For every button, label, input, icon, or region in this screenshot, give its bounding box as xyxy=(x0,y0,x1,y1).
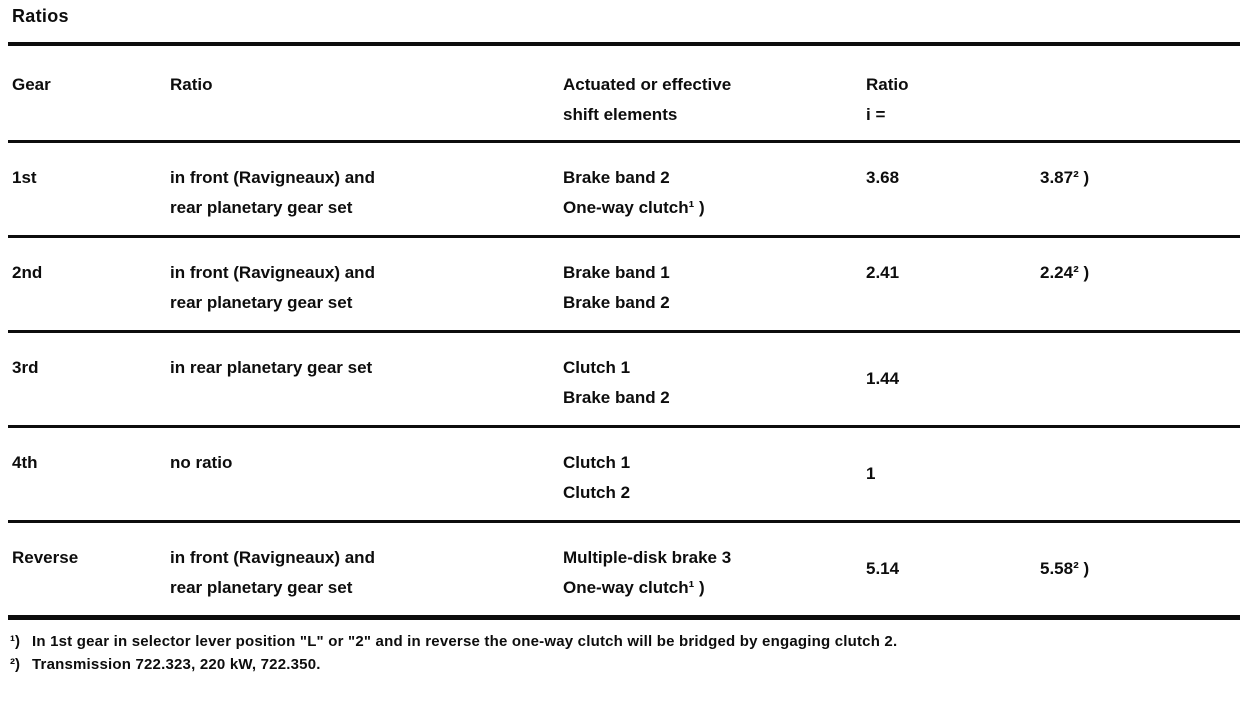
ratio-desc-cell: in front (Ravigneaux) and rear planetary… xyxy=(170,168,375,217)
header-gear-label: Gear xyxy=(12,75,51,94)
shift-elements-cell: Clutch 1 Brake band 2 xyxy=(563,358,670,407)
shift-elements-cell: Clutch 1 Clutch 2 xyxy=(563,453,631,502)
footnote-1: ¹) In 1st gear in selector lever positio… xyxy=(10,630,1240,653)
ratio-alt-cell: 5.58² ) xyxy=(1040,559,1090,578)
document-page: Ratios Gear Ratio Actuated or effective … xyxy=(8,6,1240,676)
footnote-2: ²) Transmission 722.323, 220 kW, 722.350… xyxy=(10,653,1240,676)
ratio-desc-cell: no ratio xyxy=(170,453,233,472)
shift-elements-cell: Multiple-disk brake 3 One-way clutch¹ ) xyxy=(563,548,732,597)
shift-elements-cell: Brake band 1 Brake band 2 xyxy=(563,263,670,312)
header-ratio-value-line2: i = xyxy=(866,105,886,124)
table-row-2nd: 2nd in front (Ravigneaux) and rear plane… xyxy=(8,235,1240,330)
header-ratio-desc-label: Ratio xyxy=(170,75,213,94)
bottom-rule xyxy=(8,615,1240,620)
gear-cell: 1st xyxy=(12,143,170,235)
header-shift-line1: Actuated or effective xyxy=(563,75,732,94)
ratio-desc-cell: in rear planetary gear set xyxy=(170,358,373,377)
shift-elements-cell: Brake band 2 One-way clutch¹ ) xyxy=(563,168,705,217)
header-shift-elements: Actuated or effective shift elements xyxy=(563,46,866,140)
gear-label: Reverse xyxy=(12,548,79,567)
ratio-alt-cell xyxy=(1040,428,1240,520)
gear-label: 4th xyxy=(12,453,38,472)
gear-cell: Reverse xyxy=(12,523,170,615)
footnote-1-text: In 1st gear in selector lever position "… xyxy=(32,633,898,650)
header-ratio-alt xyxy=(1040,46,1240,140)
ratio-desc-cell: in front (Ravigneaux) and rear planetary… xyxy=(170,263,375,312)
header-ratio-desc: Ratio xyxy=(170,46,563,140)
gear-label: 1st xyxy=(12,168,37,187)
gear-cell: 2nd xyxy=(12,238,170,330)
table-row-1st: 1st in front (Ravigneaux) and rear plane… xyxy=(8,140,1240,235)
ratio-desc-cell: in front (Ravigneaux) and rear planetary… xyxy=(170,548,375,597)
ratio-value-cell: 2.41 xyxy=(866,263,900,282)
page-title: Ratios xyxy=(12,6,69,26)
header-ratio-value-line1: Ratio xyxy=(866,75,909,94)
table-row-reverse: Reverse in front (Ravigneaux) and rear p… xyxy=(8,520,1240,615)
gear-label: 2nd xyxy=(12,263,43,282)
ratio-alt-cell: 2.24² ) xyxy=(1040,263,1090,282)
ratio-value-cell: 1.44 xyxy=(866,369,900,388)
footnote-1-marker: ¹) xyxy=(10,633,20,650)
ratio-value-cell: 1 xyxy=(866,464,876,483)
footnote-2-text: Transmission 722.323, 220 kW, 722.350. xyxy=(32,656,321,673)
gear-cell: 4th xyxy=(12,428,170,520)
ratio-alt-cell: 3.87² ) xyxy=(1040,168,1090,187)
top-rule xyxy=(8,42,1240,46)
ratio-value-cell: 3.68 xyxy=(866,168,900,187)
header-shift-line2: shift elements xyxy=(563,105,678,124)
footnotes: ¹) In 1st gear in selector lever positio… xyxy=(8,630,1240,676)
table-row-3rd: 3rd in rear planetary gear set Clutch 1 … xyxy=(8,330,1240,425)
ratio-value-cell: 5.14 xyxy=(866,559,900,578)
header-ratio-value: Ratio i = xyxy=(866,46,1040,140)
gear-cell: 3rd xyxy=(12,333,170,425)
gear-label: 3rd xyxy=(12,358,39,377)
ratio-alt-cell xyxy=(1040,333,1240,425)
footnote-2-marker: ²) xyxy=(10,656,20,673)
table-row-4th: 4th no ratio Clutch 1 Clutch 2 1 xyxy=(8,425,1240,520)
table-header-row: Gear Ratio Actuated or effective shift e… xyxy=(8,46,1240,140)
header-gear: Gear xyxy=(12,46,170,140)
